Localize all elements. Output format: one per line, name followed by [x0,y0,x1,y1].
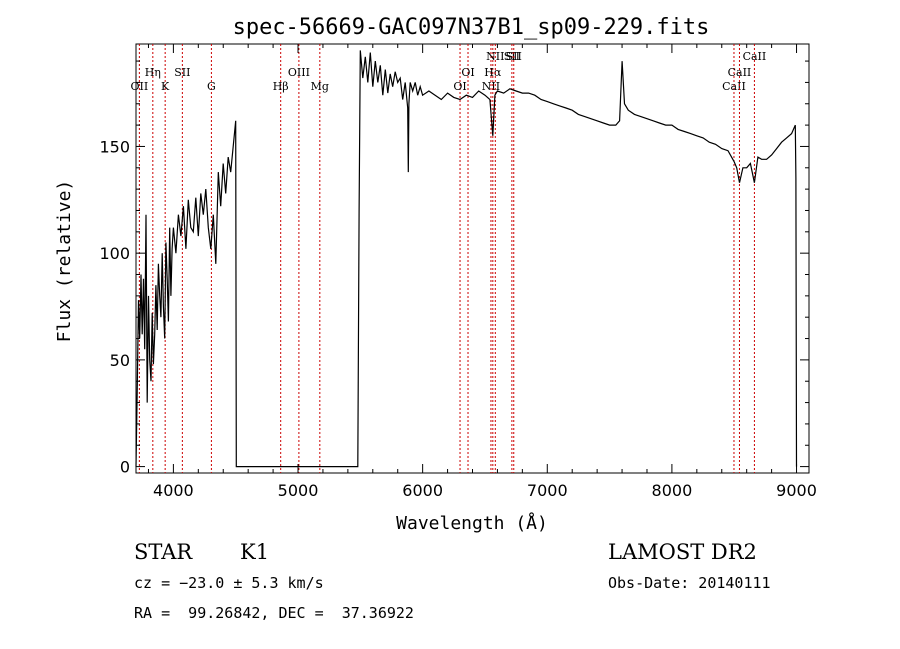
x-tick-label: 5000 [278,481,319,500]
x-axis-ticks: 4000 5000 6000 7000 8000 9000 [147,44,817,500]
y-axis-label: Flux (relative) [54,180,75,343]
line-label: OI [453,80,466,93]
object-class: STAR [134,540,193,564]
plot-frame [135,43,810,474]
line-label: OII [131,80,149,93]
line-label: CaII [728,66,752,79]
y-tick-label: 150 [99,137,130,156]
x-tick-label: 7000 [527,481,568,500]
line-label: SII [506,50,522,63]
x-axis-label: Wavelength (Å) [396,512,548,534]
line-label: Hα [484,66,502,79]
line-label: Mg [311,80,329,93]
line-label: CaII [722,80,746,93]
line-label: K [161,80,170,93]
line-label: G [207,80,216,93]
line-label: SII [174,66,190,79]
coordinates: RA = 99.26842, DEC = 37.36922 [134,604,414,622]
chart-title: spec-56669-GAC097N37B1_sp09-229.fits [233,15,710,40]
line-label: Hβ [273,80,289,93]
y-tick-label: 100 [99,244,130,263]
redshift-velocity: cz = −23.0 ± 5.3 km/s [134,574,324,592]
y-axis-ticks: 0 50 100 150 [99,60,809,477]
x-tick-label: 6000 [402,481,443,500]
line-label: Hη [145,66,161,79]
line-label: OIII [288,66,310,79]
x-tick-label: 9000 [776,481,817,500]
survey-name: LAMOST DR2 [608,540,757,564]
x-tick-label: 4000 [153,481,194,500]
line-label: CaII [743,50,767,63]
x-tick-label: 8000 [652,481,693,500]
y-tick-label: 50 [110,351,130,370]
object-subclass: K1 [240,540,270,564]
line-label: OI [461,66,474,79]
spectrum-line [135,50,798,468]
line-label: NII [486,50,504,63]
line-label: SII [504,50,520,63]
y-tick-label: 0 [120,458,130,477]
observation-date: Obs-Date: 20140111 [608,574,771,592]
